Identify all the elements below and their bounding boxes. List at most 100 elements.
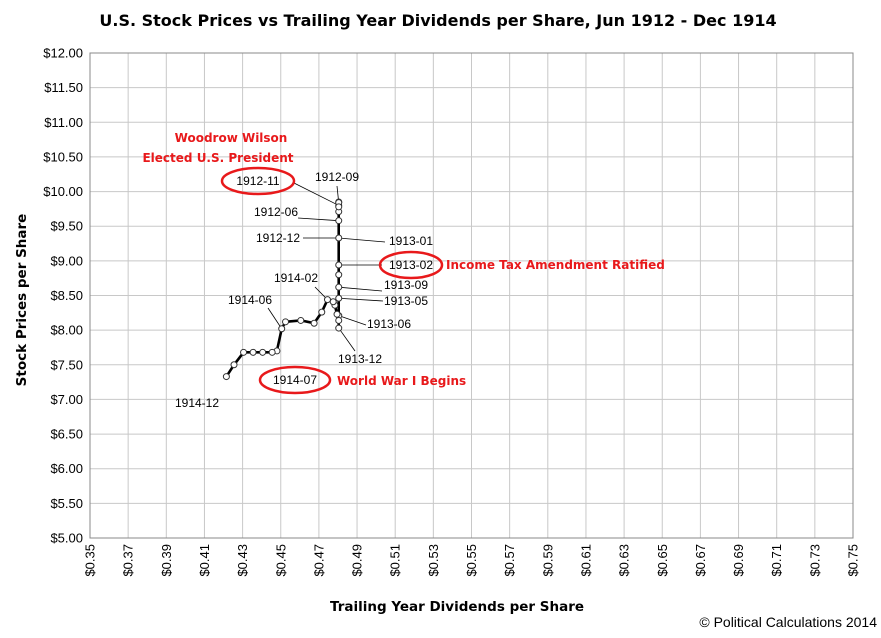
data-point bbox=[249, 348, 257, 356]
x-tick-label: $0.35 bbox=[83, 544, 98, 577]
point-label: 1913-05 bbox=[384, 294, 428, 308]
x-tick-label: $0.43 bbox=[235, 544, 250, 577]
x-tick-label: $0.39 bbox=[159, 544, 174, 577]
data-point bbox=[230, 361, 238, 369]
data-point bbox=[333, 310, 341, 318]
x-tick-label: $0.67 bbox=[693, 544, 708, 577]
y-tick-label: $5.00 bbox=[50, 531, 83, 546]
y-tick-label: $9.00 bbox=[50, 253, 83, 268]
highlight-ellipse-1914-07 bbox=[258, 365, 332, 395]
x-tick-label: $0.55 bbox=[464, 544, 479, 577]
data-point bbox=[240, 348, 248, 356]
y-tick-label: $8.50 bbox=[50, 288, 83, 303]
y-tick-label: $7.00 bbox=[50, 392, 83, 407]
x-tick-label: $0.71 bbox=[769, 544, 784, 577]
point-label: 1913-01 bbox=[389, 234, 433, 248]
point-label: 1914-07 bbox=[273, 373, 317, 387]
label-leader bbox=[338, 327, 356, 352]
point-label: 1913-12 bbox=[338, 352, 382, 366]
point-label: 1914-02 bbox=[274, 271, 318, 285]
x-tick-label: $0.75 bbox=[846, 544, 861, 577]
x-tick-label: $0.37 bbox=[121, 544, 136, 577]
label-leader bbox=[338, 286, 383, 292]
x-tick-labels: $0.35 $0.37 $0.39 $0.41 $0.43 $0.45 $0.47 $0.49… bbox=[83, 544, 861, 577]
point-label: 1913-06 bbox=[367, 317, 411, 331]
y-tick-label: $11.00 bbox=[44, 115, 83, 130]
data-point bbox=[323, 296, 331, 304]
copyright-credit: © Political Calculations 2014 bbox=[699, 614, 877, 630]
label-leader bbox=[297, 217, 339, 222]
x-tick-label: $0.59 bbox=[540, 544, 555, 577]
grid-lines bbox=[89, 52, 854, 539]
data-point bbox=[278, 325, 286, 333]
annotation-wilson-line2: Elected U.S. President bbox=[142, 151, 293, 165]
y-axis-title: Stock Prices per Share bbox=[14, 214, 30, 387]
data-point bbox=[282, 318, 290, 326]
data-point bbox=[335, 217, 343, 225]
y-tick-label: $5.50 bbox=[50, 496, 83, 511]
point-labels: 1912-09 1912-11 1912-06 1912-12 1913-01 1913-… bbox=[175, 170, 433, 410]
data-point bbox=[335, 294, 343, 302]
data-point bbox=[335, 316, 343, 324]
x-tick-label: $0.49 bbox=[350, 544, 365, 577]
x-tick-label: $0.61 bbox=[578, 544, 593, 577]
y-tick-label: $6.50 bbox=[50, 427, 83, 442]
point-label: 1913-02 bbox=[389, 258, 433, 272]
y-tick-label: $8.00 bbox=[50, 323, 83, 338]
y-tick-label: $10.50 bbox=[43, 149, 83, 164]
data-point bbox=[222, 373, 230, 381]
data-point bbox=[335, 261, 343, 269]
y-tick-label: $7.50 bbox=[50, 357, 83, 372]
data-point bbox=[335, 234, 343, 242]
point-label: 1912-11 bbox=[236, 174, 279, 188]
data-series bbox=[222, 198, 343, 381]
data-point bbox=[335, 283, 343, 291]
data-point bbox=[259, 348, 267, 356]
highlight-ellipse-1913-02 bbox=[378, 250, 444, 280]
plot-area-frame bbox=[89, 52, 854, 539]
label-leader bbox=[338, 237, 386, 243]
y-tick-label: $12.00 bbox=[43, 46, 83, 61]
data-point bbox=[335, 271, 343, 279]
y-tick-label: $11.50 bbox=[44, 80, 83, 95]
highlight-ellipse-1912-11 bbox=[220, 166, 296, 196]
label-leader bbox=[338, 297, 384, 302]
data-point bbox=[310, 319, 318, 327]
annotations: Woodrow Wilson Elected U.S. President In… bbox=[142, 131, 665, 395]
point-label: 1914-06 bbox=[228, 293, 272, 307]
data-point bbox=[335, 203, 343, 211]
point-label: 1912-12 bbox=[256, 231, 300, 245]
annotation-wwi: World War I Begins bbox=[337, 374, 466, 388]
label-leader bbox=[293, 182, 339, 206]
x-axis-title: Trailing Year Dividends per Share bbox=[330, 599, 584, 615]
data-point bbox=[297, 316, 305, 324]
x-tick-label: $0.73 bbox=[807, 544, 822, 577]
y-tick-label: $10.00 bbox=[43, 184, 83, 199]
data-point bbox=[318, 308, 326, 316]
point-label: 1912-09 bbox=[315, 170, 359, 184]
x-tick-label: $0.63 bbox=[617, 544, 632, 577]
x-tick-label: $0.65 bbox=[655, 544, 670, 577]
label-leader bbox=[338, 315, 367, 326]
annotation-income-tax: Income Tax Amendment Ratified bbox=[446, 258, 665, 272]
x-tick-label: $0.57 bbox=[502, 544, 517, 577]
point-label: 1914-12 bbox=[175, 396, 219, 410]
x-tick-label: $0.51 bbox=[388, 544, 403, 577]
y-tick-label: $6.00 bbox=[50, 461, 83, 476]
label-leader-lines bbox=[267, 182, 386, 352]
y-tick-labels: $5.00 $5.50 $6.00 $6.50 $7.00 $7.50 $8.00 $8.50… bbox=[43, 46, 83, 546]
x-tick-label: $0.47 bbox=[311, 544, 326, 577]
x-tick-label: $0.53 bbox=[426, 544, 441, 577]
data-point bbox=[268, 348, 276, 356]
chart-title: U.S. Stock Prices vs Trailing Year Divid… bbox=[99, 11, 776, 30]
y-tick-label: $9.50 bbox=[50, 219, 83, 234]
data-point bbox=[335, 324, 343, 332]
x-tick-label: $0.41 bbox=[197, 544, 212, 577]
label-leader bbox=[267, 307, 283, 329]
data-point bbox=[329, 298, 337, 306]
x-tick-label: $0.45 bbox=[273, 544, 288, 577]
point-label: 1913-09 bbox=[384, 278, 428, 292]
x-tick-label: $0.69 bbox=[731, 544, 746, 577]
